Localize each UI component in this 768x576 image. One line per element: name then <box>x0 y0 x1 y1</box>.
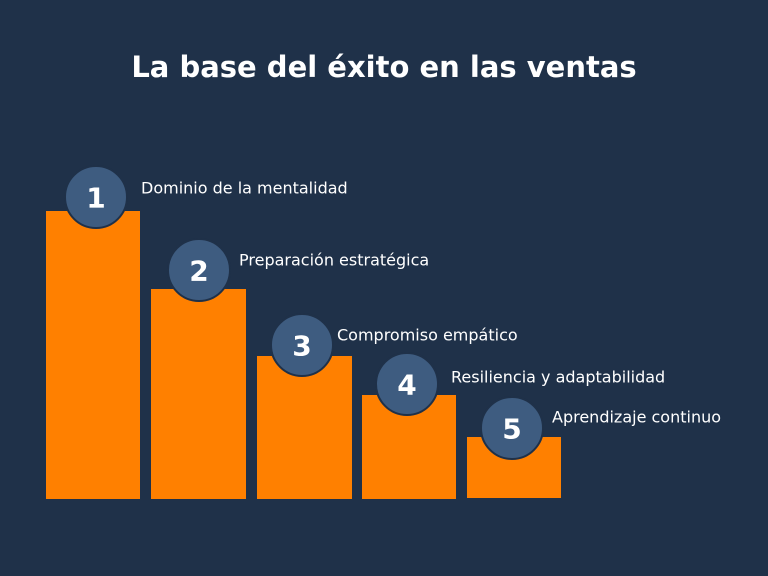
step-label: Aprendizaje continuo <box>552 408 721 427</box>
step-number: 3 <box>292 330 311 363</box>
title: La base del éxito en las ventas <box>131 50 636 84</box>
step-bar <box>151 289 246 499</box>
step-number: 4 <box>397 369 416 402</box>
step-badge <box>480 396 544 460</box>
step-badge <box>64 165 128 229</box>
step-label: Preparación estratégica <box>239 251 429 270</box>
step-number: 2 <box>189 255 208 288</box>
step-bar <box>257 356 352 499</box>
step-number: 5 <box>502 413 521 446</box>
step-label: Resiliencia y adaptabilidad <box>451 368 665 387</box>
step-badge <box>270 313 334 377</box>
step-label: Dominio de la mentalidad <box>141 179 348 198</box>
step-label: Compromiso empático <box>337 326 518 345</box>
step-number: 1 <box>86 182 105 215</box>
step-badge <box>167 238 231 302</box>
step-badge <box>375 352 439 416</box>
step-bar <box>46 211 140 499</box>
